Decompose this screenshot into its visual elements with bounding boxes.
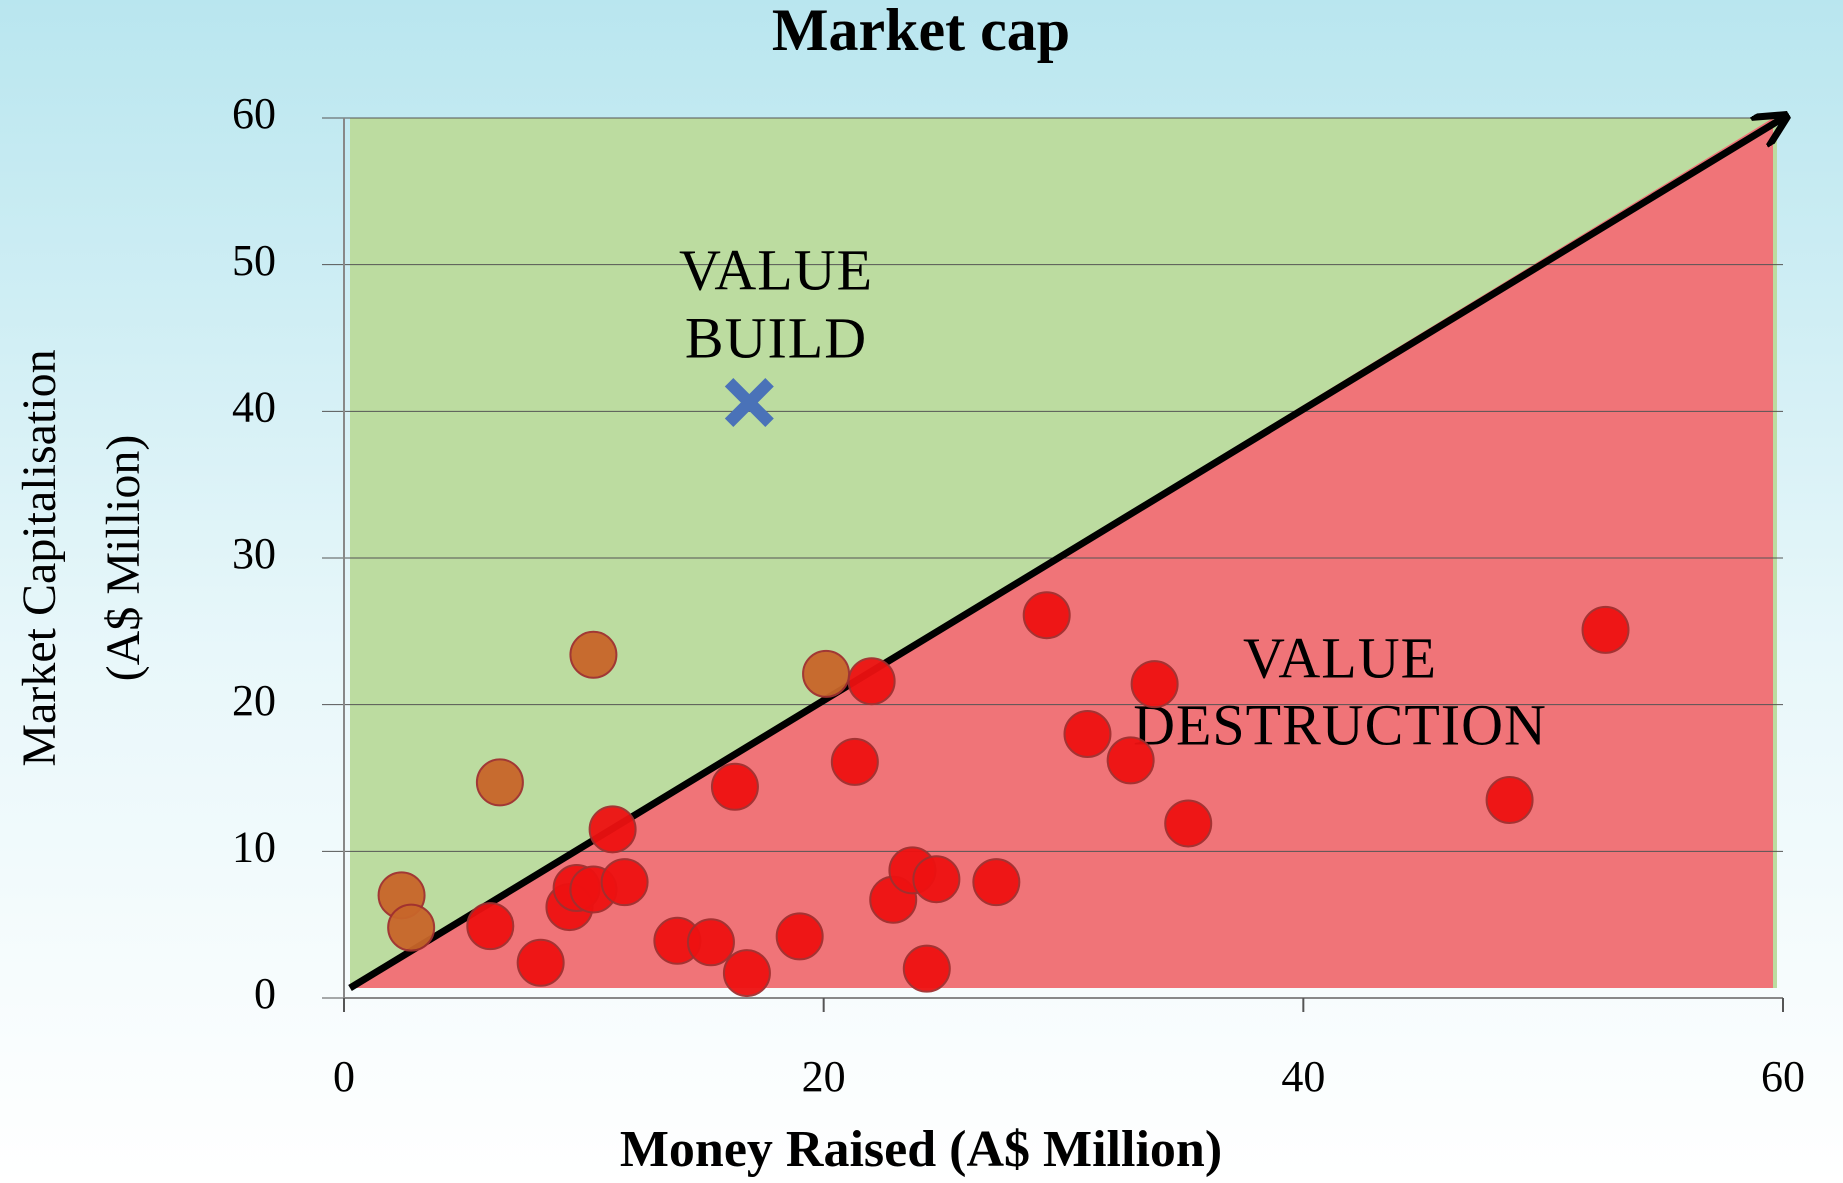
scatter-point bbox=[847, 657, 896, 706]
scatter-point bbox=[972, 858, 1021, 907]
scatter-point bbox=[1130, 660, 1179, 709]
scatter-point bbox=[830, 737, 879, 786]
scatter-point bbox=[1063, 710, 1112, 758]
scatter-point bbox=[600, 858, 649, 907]
diagonal-arrow bbox=[348, 118, 1783, 991]
scatter-point bbox=[1485, 776, 1534, 824]
y-tick-label: 40 bbox=[232, 382, 276, 431]
x-axis-label: Money Raised (A$ Million) bbox=[620, 1121, 1222, 1178]
scatter-point bbox=[588, 805, 637, 854]
scatter-point bbox=[710, 762, 759, 811]
x-tick-label: 60 bbox=[1761, 1052, 1805, 1101]
scatter-point bbox=[1581, 605, 1630, 654]
scatter-point bbox=[802, 649, 851, 698]
scatter-point bbox=[1164, 799, 1213, 848]
y-tick-label: 60 bbox=[232, 89, 276, 138]
x-tick-label: 40 bbox=[1281, 1052, 1325, 1101]
scatter-point bbox=[475, 758, 524, 807]
chart-title: Market cap bbox=[772, 0, 1070, 63]
scatter-point bbox=[912, 855, 961, 904]
scatter-point bbox=[902, 944, 951, 993]
annotation: BUILD bbox=[685, 305, 867, 370]
scatter-point bbox=[466, 902, 515, 951]
y-tick-label: 50 bbox=[232, 236, 276, 285]
annotation: VALUE bbox=[679, 237, 873, 302]
scatter-point bbox=[775, 912, 824, 961]
y-axis-label: Market Capitalisation bbox=[13, 349, 66, 766]
y-axis-label: (A$ Million) bbox=[97, 435, 150, 682]
x-tick-label: 20 bbox=[802, 1052, 846, 1101]
scatter-point bbox=[686, 918, 735, 967]
x-marker bbox=[724, 378, 774, 428]
y-tick-label: 0 bbox=[254, 969, 276, 1018]
y-tick-label: 20 bbox=[232, 676, 276, 725]
scatter-point bbox=[516, 938, 565, 987]
scatter-point bbox=[1022, 591, 1071, 640]
annotation: VALUE bbox=[1243, 625, 1437, 690]
y-tick-label: 10 bbox=[232, 822, 276, 871]
x-tick-label: 0 bbox=[333, 1052, 355, 1101]
scatter-point bbox=[569, 630, 618, 679]
scatter-point bbox=[722, 949, 771, 998]
annotation: DESTRUCTION bbox=[1133, 692, 1547, 757]
scatter-point bbox=[387, 903, 436, 952]
scatter-point bbox=[1106, 736, 1155, 785]
y-tick-label: 30 bbox=[232, 529, 276, 578]
